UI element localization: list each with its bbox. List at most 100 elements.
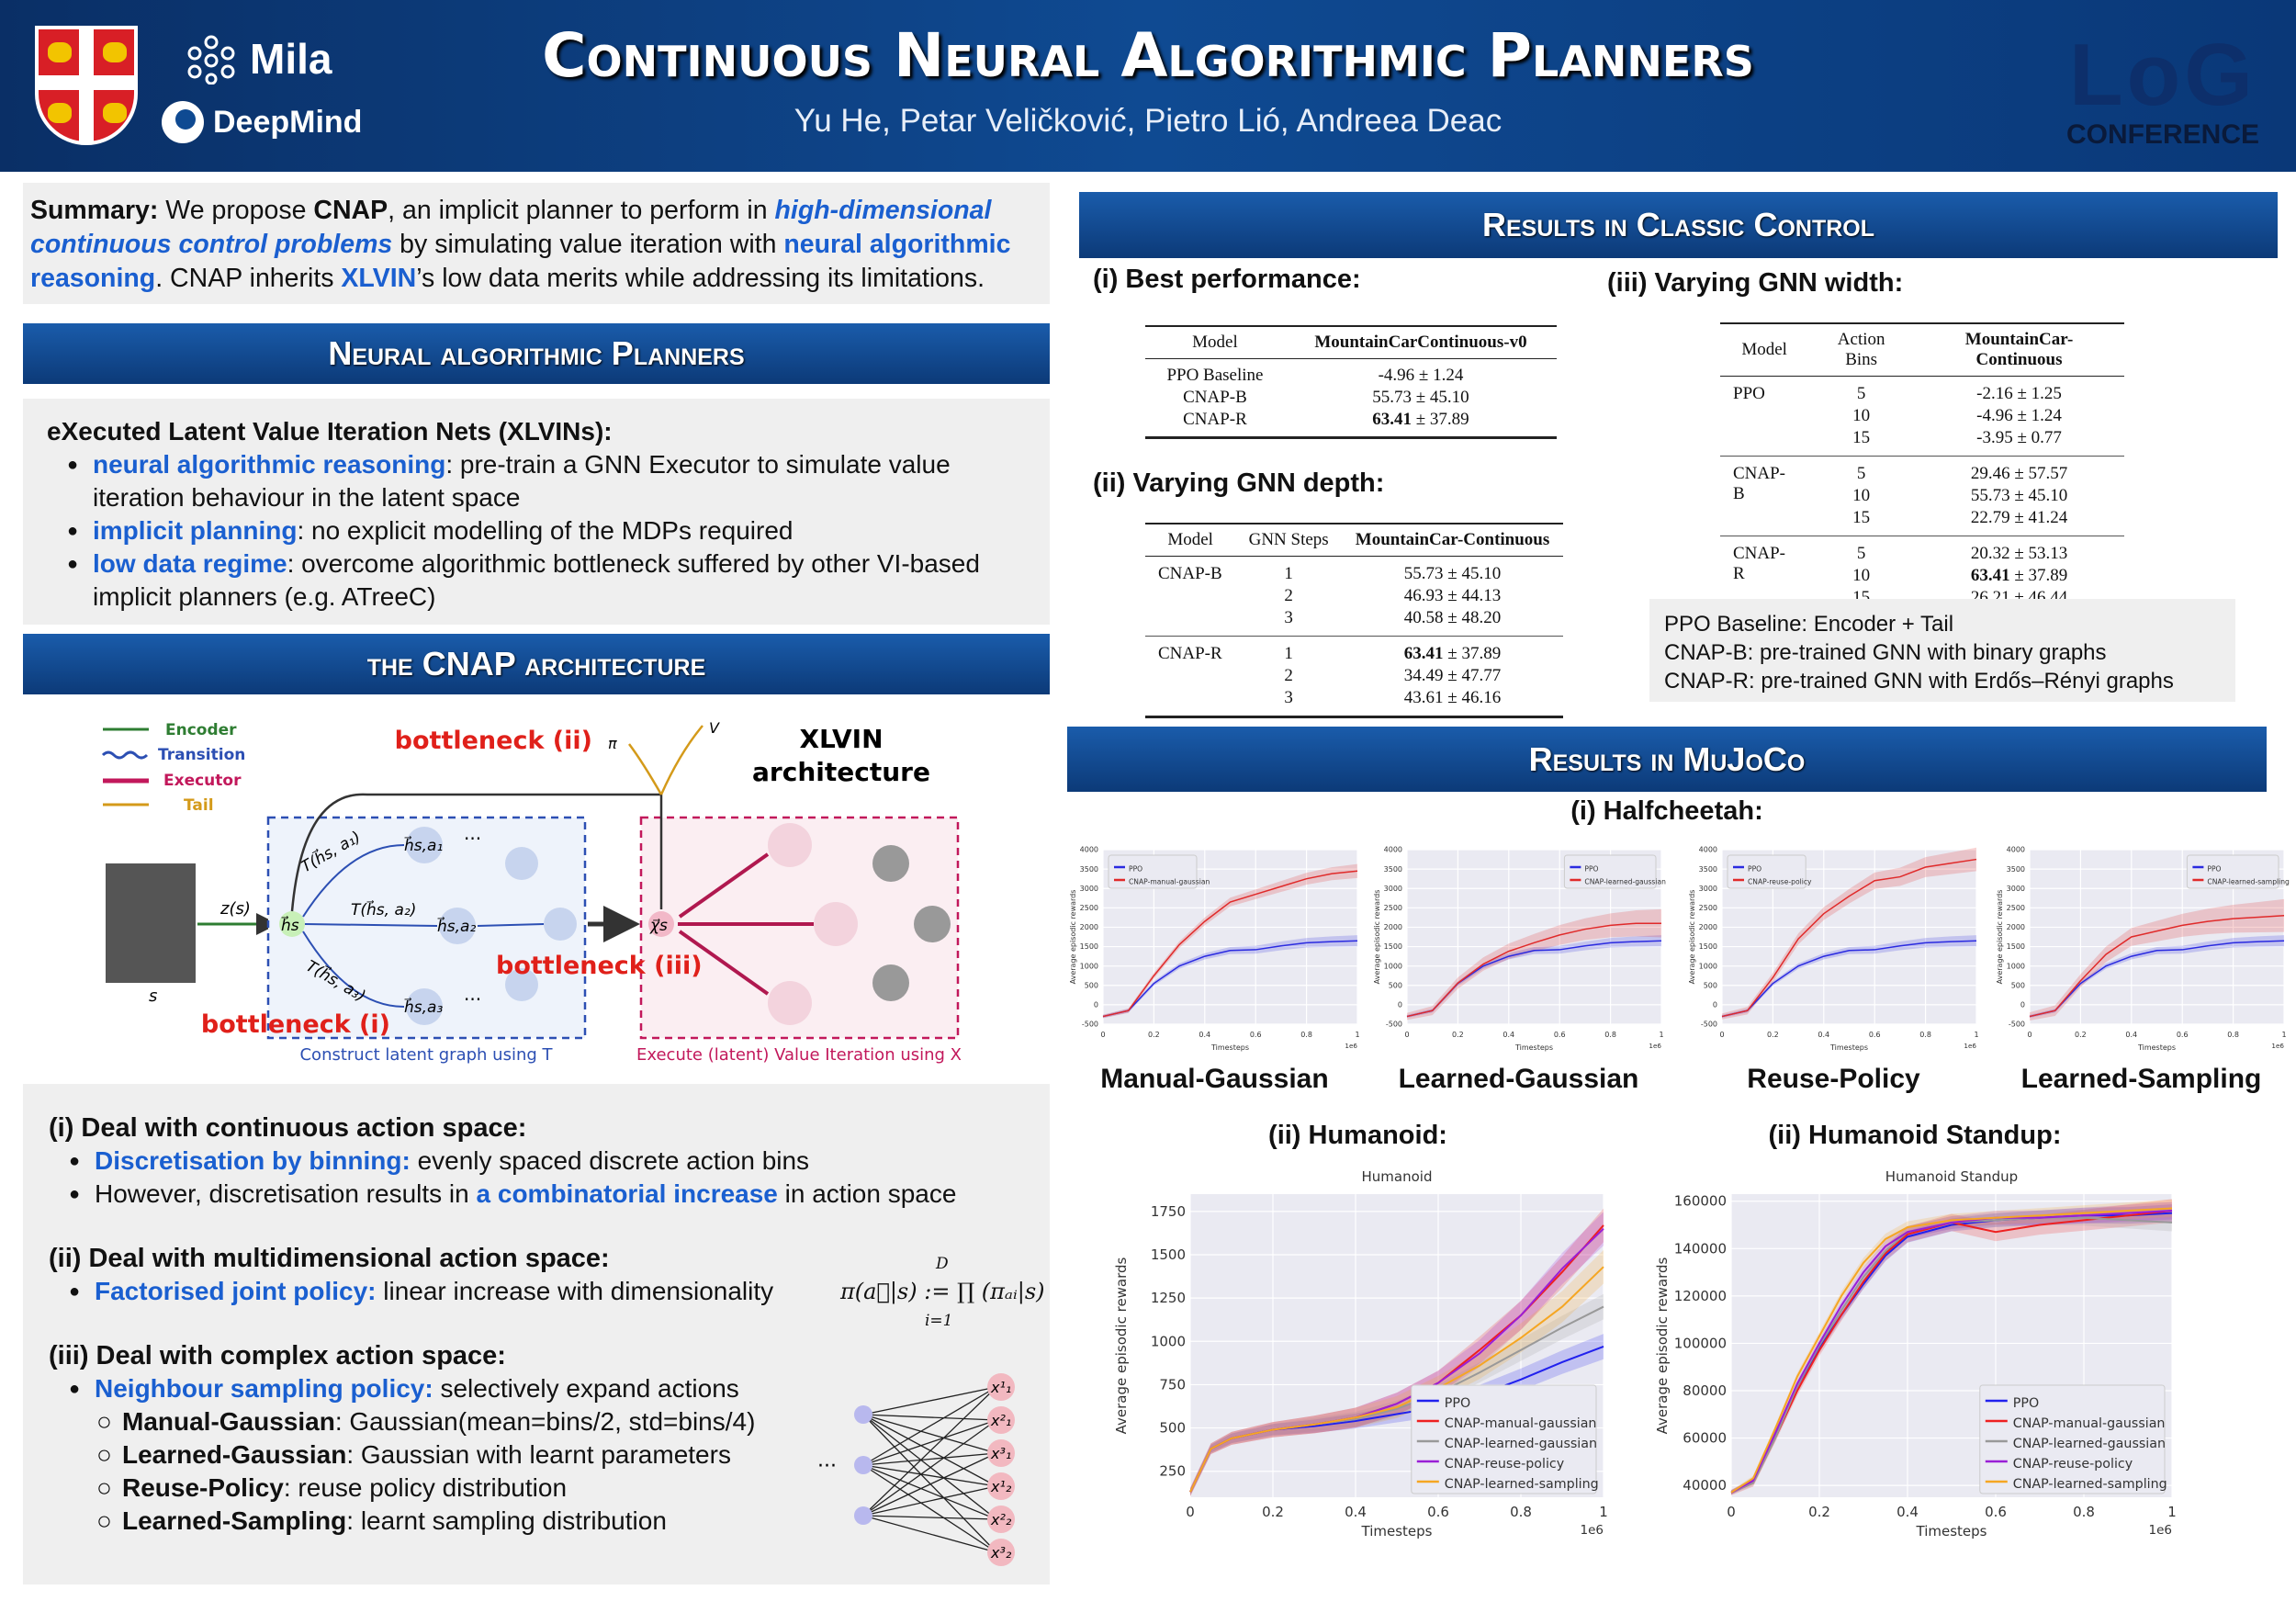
y-tick-label: 0: [1713, 1001, 1717, 1009]
note: PPO Baseline: Encoder + Tail: [1664, 612, 1954, 637]
xlvin-item: low data regime: overcome algorithmic bo…: [67, 547, 1026, 614]
poster-authors: Yu He, Petar Veličković, Pietro Lió, And…: [793, 103, 1503, 139]
node-label: h⃗s,a₁: [404, 835, 444, 855]
sampling-edge: [862, 1414, 997, 1553]
y-tick-label: 500: [1085, 981, 1098, 989]
section-mujoco: Results in MuJoCo: [1067, 727, 2267, 792]
cell: 22.79 ± 41.24: [1970, 508, 2068, 527]
model-notes-box: PPO Baseline: Encoder + Tail CNAP-B: pre…: [1649, 599, 2235, 702]
chart-humanoid-standup: 40000 60000 80000 100000 120000 140000 160000 0…: [1654, 1168, 2177, 1539]
sampling-edge: [862, 1452, 997, 1517]
mila-logo: Mila: [182, 33, 332, 85]
cell: 40.58 ± 48.20: [1403, 608, 1502, 627]
table-row: CNAP-B 5 29.46 ± 57.57: [1720, 456, 2124, 536]
x-axis-label: Timesteps: [1361, 1523, 1433, 1539]
chart-title: Humanoid: [1362, 1168, 1433, 1185]
sampling-edge: [862, 1414, 997, 1421]
legend-entry: CNAP-reuse-policy: [1748, 878, 1812, 886]
standup-title: (ii) Humanoid Standup:: [1768, 1121, 2062, 1150]
section-cnap-architecture: the CNAP architecture: [23, 634, 1050, 694]
cell: 5: [1856, 384, 1866, 403]
action-node: [987, 1539, 1015, 1566]
summary-text: , an implicit planner to perform in: [388, 196, 775, 225]
legend-entry: PPO: [1129, 865, 1142, 874]
std-value: ± 37.89: [1443, 644, 1502, 663]
action-node: [987, 1406, 1015, 1434]
encoder-label: z(s): [219, 899, 251, 919]
x-tick-label: 0.4: [1503, 1031, 1514, 1039]
node-label: h⃗s,a₂: [437, 916, 477, 936]
y-tick-label: 80000: [1683, 1382, 1727, 1399]
y-tick-label: 0: [1094, 1001, 1098, 1009]
col-header: Model: [1720, 323, 1809, 377]
y-tick-label: 3000: [1699, 885, 1717, 893]
deepmind-logo-text: DeepMind: [213, 104, 363, 140]
item-key: Reuse-Policy: [122, 1473, 284, 1502]
transition-label: T(h⃗s, a₂): [351, 899, 416, 919]
x-tick-label: 1: [1599, 1504, 1608, 1520]
y-axis-label: Average episodic rewards: [1996, 890, 2004, 985]
log-logo-text: LoG: [2069, 26, 2257, 124]
sampling-edge: [862, 1386, 997, 1415]
cell: PPO Baseline: [1166, 365, 1264, 385]
action-node-label: x²₁: [990, 1412, 1011, 1429]
table-row: CNAP-B 1 55.73 ± 45.10: [1145, 557, 1563, 586]
deal-continuous-title: (i) Deal with continuous action space:: [49, 1113, 527, 1143]
action-space-box: (i) Deal with continuous action space: D…: [23, 1084, 1050, 1585]
formula-top: D: [936, 1255, 949, 1273]
sampling-edge: [862, 1386, 997, 1466]
table-row: CNAP-R 63.41 ± 37.89: [1145, 409, 1557, 431]
x-axis-label: Timesteps: [2137, 1043, 2176, 1052]
sampling-edge: [862, 1419, 997, 1517]
series-line-CNAP-learned-sampling: [1730, 1207, 2173, 1494]
table-row: CNAP-B 55.73 ± 45.10: [1145, 387, 1557, 409]
chart-humanoid: 250 500 750 1000 1250 1500 1750 0 0.2 0.4 0.6 0.8 1 T…: [1113, 1168, 1608, 1539]
sampling-edge: [862, 1464, 997, 1520]
col-header: Model: [1145, 326, 1285, 359]
gnn-depth-title: (ii) Varying GNN depth:: [1093, 468, 1385, 498]
item-text: in action space: [777, 1179, 957, 1208]
y-tick-label: 3000: [1384, 885, 1402, 893]
y-tick-label: -500: [1386, 1021, 1402, 1029]
humanoid-title: (ii) Humanoid:: [1268, 1121, 1447, 1150]
y-tick-label: 1500: [1699, 942, 1717, 951]
y-tick-label: 160000: [1674, 1193, 1727, 1210]
legend-entry: CNAP-manual-gaussian: [1445, 1416, 1597, 1431]
series-line-CNAP-learned-sampling: [1189, 1266, 1604, 1493]
item-text: : reuse policy distribution: [283, 1473, 568, 1502]
legend-transition: Transition: [158, 746, 245, 764]
y-tick-label: 250: [1159, 1463, 1186, 1480]
item-key: Manual-Gaussian: [122, 1407, 335, 1436]
legend-executor: Executor: [163, 772, 242, 790]
node-hs-label: h⃗s: [281, 915, 299, 935]
table-row: 15 22.79 ± 41.24: [1720, 507, 2124, 536]
ellipsis: ···: [817, 1455, 837, 1478]
cell: 10: [1852, 566, 1871, 585]
legend-entry: CNAP-manual-gaussian: [2013, 1416, 2166, 1431]
cell: 2: [1284, 666, 1293, 685]
node-xs-label: χ⃗s: [649, 917, 668, 935]
gnn-depth-table: Model GNN Steps MountainCar-Continuous CNAP…: [1145, 523, 1563, 718]
series-band-CNAP-reuse-policy: [1722, 847, 1976, 1020]
y-tick-label: 2500: [1384, 904, 1402, 912]
cell-model: CNAP-B: [1158, 564, 1222, 583]
table-row: 15 -3.95 ± 0.77: [1720, 427, 2124, 457]
policy-label: π: [608, 735, 617, 752]
cambridge-crest-logo: [35, 26, 138, 145]
cell: 55.73 ± 45.10: [1372, 387, 1469, 407]
y-tick-label: 2500: [1699, 904, 1717, 912]
xlvin-item: implicit planning: no explicit modelling…: [67, 514, 1026, 547]
cell: 20.32 ± 53.13: [1914, 536, 2124, 565]
y-tick-label: 1500: [1151, 1246, 1186, 1263]
legend-entry: CNAP-learned-sampling: [1445, 1477, 1599, 1492]
x-scale-label: 1e6: [2271, 1042, 2284, 1050]
x-tick-label: 0.2: [2075, 1031, 2087, 1039]
y-tick-label: 500: [2011, 981, 2025, 989]
bottleneck-i-label: bottleneck (i): [201, 1010, 390, 1039]
item-text: : Gaussian with learnt parameters: [346, 1440, 731, 1469]
cell: 15: [1852, 428, 1871, 447]
gnn-width-title: (iii) Varying GNN width:: [1607, 268, 1904, 298]
y-tick-label: 3500: [1080, 865, 1098, 874]
xlvin-title: eXecuted Latent Value Iteration Nets (XL…: [47, 417, 613, 445]
legend-entry: PPO: [1584, 865, 1598, 874]
